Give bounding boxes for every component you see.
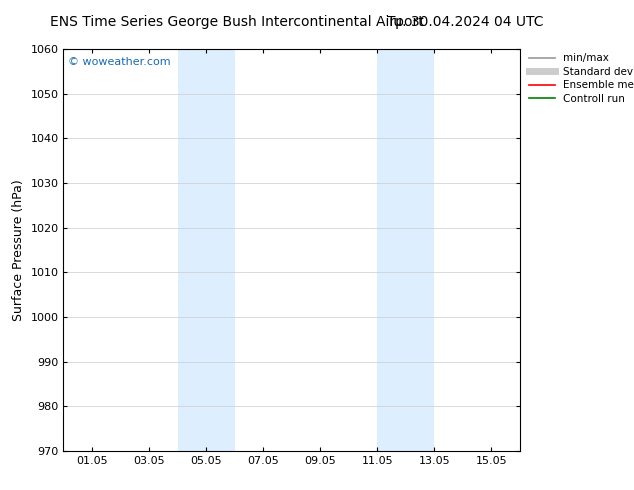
Text: © woweather.com: © woweather.com xyxy=(68,57,171,67)
Y-axis label: Surface Pressure (hPa): Surface Pressure (hPa) xyxy=(12,179,25,321)
Bar xyxy=(178,49,235,451)
Text: ENS Time Series George Bush Intercontinental Airport: ENS Time Series George Bush Intercontine… xyxy=(50,15,424,29)
Bar xyxy=(377,49,434,451)
Legend: min/max, Standard deviation, Ensemble mean run, Controll run: min/max, Standard deviation, Ensemble me… xyxy=(524,49,634,108)
Text: Tu. 30.04.2024 04 UTC: Tu. 30.04.2024 04 UTC xyxy=(387,15,543,29)
